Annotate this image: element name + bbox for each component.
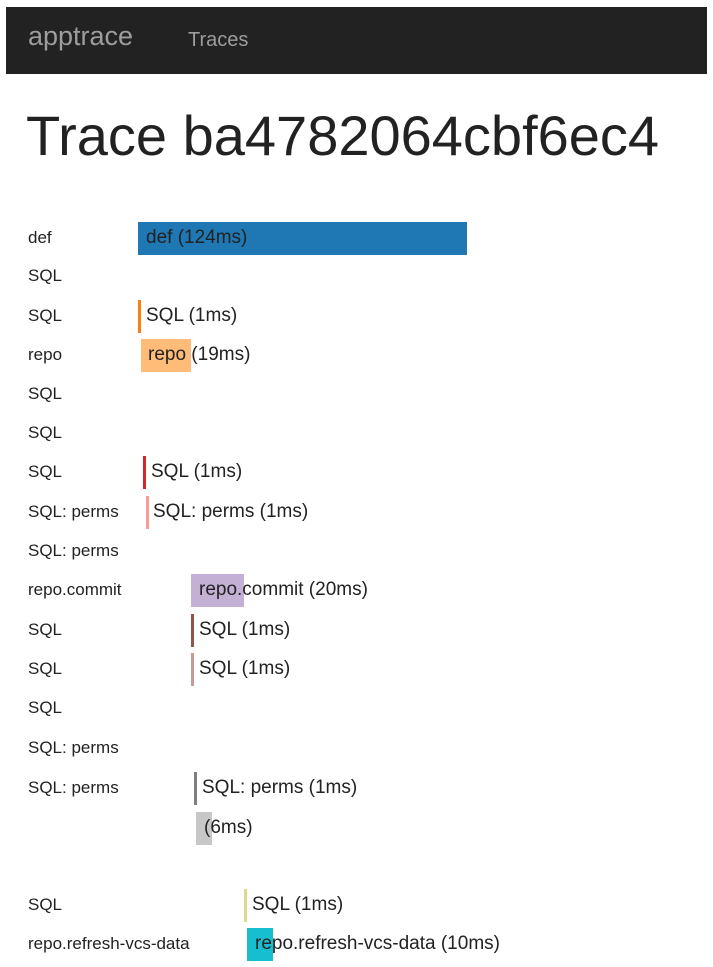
span-bar[interactable] [141,339,191,372]
span-row-label: SQL: perms [28,778,119,797]
span-bar-label: SQL: perms (1ms) [153,501,309,522]
span-row-label: SQL [28,659,63,678]
span-row-label: SQL [28,895,63,914]
brand-link[interactable]: apptrace [28,21,134,51]
span-row-label: SQL: perms [28,738,119,757]
span-bar[interactable] [138,222,467,255]
span-bar-label: SQL (1ms) [199,658,291,679]
span-row-label: SQL: perms [28,502,119,521]
page-title: Trace ba4782064cbf6ec4 [26,104,660,167]
span-bar-label: repo.refresh-vcs-data (10ms) [255,933,500,954]
span-bar-label: SQL (1ms) [252,894,344,915]
span-bar[interactable] [247,928,273,961]
span-bar-label: SQL: perms (1ms) [202,777,358,798]
span-row-label: SQL [28,698,63,717]
span-bar-label: SQL (1ms) [199,619,291,640]
span-bar-label: def (124ms) [146,227,248,248]
nav-link-traces[interactable]: Traces [188,29,249,51]
span-bar[interactable] [194,772,197,805]
span-bar[interactable] [191,574,244,607]
span-row-label: repo.refresh-vcs-data [28,934,190,953]
span-row-label: SQL [28,423,63,442]
span-row-label: SQL [28,266,63,285]
span-bar[interactable] [191,614,194,647]
span-bar-label: repo (19ms) [148,344,251,365]
span-row-label: repo.commit [28,580,122,599]
span-bar-label: SQL (1ms) [146,305,238,326]
span-row-label: repo [28,345,63,364]
span-row-label: SQL [28,306,63,325]
span-row-label: SQL [28,462,63,481]
span-bar-label: SQL (1ms) [151,461,243,482]
span-bar-label: (6ms) [204,817,253,838]
span-bar[interactable] [138,300,141,333]
span-bar[interactable] [191,653,194,686]
span-bar-label: repo.commit (20ms) [199,579,368,600]
span-bar[interactable] [196,812,212,845]
span-row-label: SQL: perms [28,541,119,560]
span-row-label: def [28,228,52,247]
span-bar[interactable] [244,889,247,922]
span-row-label: SQL [28,620,63,639]
span-bar[interactable] [143,456,146,489]
span-row-label: SQL [28,384,63,403]
span-bar[interactable] [146,496,149,529]
navbar: apptrace Traces [6,7,707,74]
